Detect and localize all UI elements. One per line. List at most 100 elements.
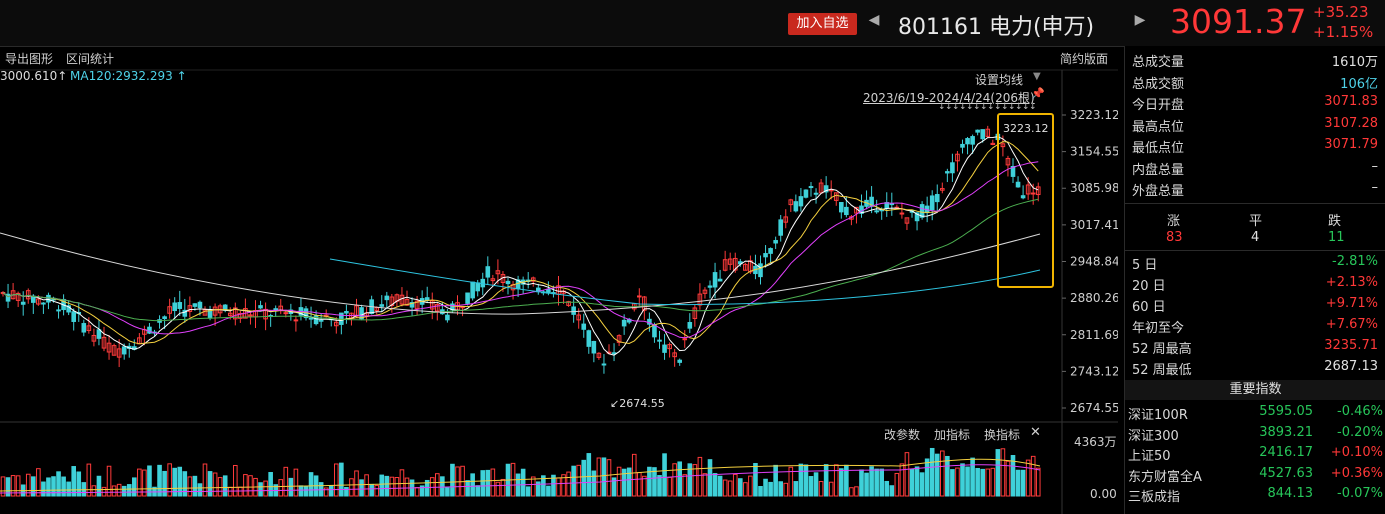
volume-bar [662,453,667,497]
last-price: 3091.37 [1170,2,1307,41]
set-ma-button[interactable]: 设置均线 [975,73,1024,87]
ma120-value: MA120:2932.293 ↑ [70,69,187,83]
candle-body [839,202,844,213]
volume-bar [485,469,491,497]
index-change: -0.20% [1337,424,1383,440]
next-stock-icon[interactable]: ▶ [1134,12,1146,28]
candle-body [495,270,501,275]
volume-bar [217,477,223,497]
candle-body [308,317,314,320]
simple-layout-button[interactable]: 简约版面 [1060,52,1109,66]
volume-bar [227,486,233,497]
volume-bar [950,469,955,497]
volume-bar [137,468,142,497]
index-value: 844.13 [1267,486,1314,501]
index-row[interactable]: 三板成指 844.13 -0.07% [1128,484,1383,505]
volume-bar [369,483,374,497]
volume-bar [601,457,607,497]
price-axis-label: 3085.98 [1070,181,1118,195]
volume-bar [207,471,213,497]
candle-body [20,301,26,305]
candle-body [677,359,683,363]
quote-label: 最低点位 [1132,141,1185,156]
volume-bar [435,473,440,497]
quote-row: 今日开盘 3071.83 [1132,92,1378,113]
candle-body [732,257,738,271]
close-icon[interactable]: ✕ [1030,425,1041,440]
candle-body [147,326,152,334]
volume-bar [960,463,965,497]
candle-body [990,142,996,146]
volume-bar [647,466,652,497]
candle-body [25,290,31,300]
volume-bar [929,447,935,497]
volume-bar [551,474,556,497]
volume-bar [1035,467,1041,497]
period-value: +7.67% [1325,317,1378,332]
volume-bar [677,461,683,497]
stock-code-name: 801161 电力(申万) [898,15,1095,40]
volume-bar [889,485,895,497]
volume-bar [1005,460,1011,497]
range-stats-button[interactable]: 区间统计 [66,52,115,66]
candle-body [783,216,789,223]
volume-bar [576,464,582,497]
candle-body [233,307,238,320]
highlight-box [997,113,1054,288]
add-indicator-button[interactable]: 加指标 [934,428,971,442]
candle-body [904,217,910,224]
index-name: 东方财富全A [1128,469,1202,485]
kline-chart-panel[interactable]: 导出图形 区间统计 简约版面 3000.610↑ MA120:2932.293 … [0,46,1118,514]
candle-body [566,301,571,306]
range-marker-icon: ↓ [973,102,981,112]
period-change-row: 60 日 +9.71% [1132,294,1378,315]
candle-body [207,309,213,319]
modify-params-button[interactable]: 改参数 [884,428,921,442]
volume-bar [197,483,203,497]
candle-body [414,300,420,310]
volume-bar [566,471,571,497]
candle-body [940,188,945,191]
volume-bar [591,470,597,497]
price-chart-svg: 3223.12 3154.55 3085.98 3017.41 2948.84 2880.… [0,69,1118,514]
price-axis-label: 2743.12 [1070,364,1118,378]
candle-body [384,295,390,301]
volume-bar [56,471,61,497]
range-marker-icon: ↓ [1015,102,1023,112]
volume-bar [263,480,268,497]
volume-bar [788,466,794,497]
candle-body [379,304,385,307]
candle-body [212,306,218,316]
prev-stock-icon[interactable]: ◀ [868,12,880,28]
candle-body [344,310,349,314]
candle-body [667,344,672,350]
set-ma-dropdown-icon[interactable]: ▼ [1033,71,1041,82]
volume-ma-line [0,464,1041,494]
volume-bar [606,459,612,497]
index-row[interactable]: 深证300 3893.21 -0.20% [1128,423,1383,444]
pin-icon[interactable]: 📌 [1031,87,1045,100]
index-row[interactable]: 上证50 2416.17 +0.10% [1128,443,1383,464]
volume-bar [111,485,117,497]
switch-indicator-button[interactable]: 换指标 [984,428,1021,442]
candle-body [409,302,415,308]
ma60-line [2,198,1039,322]
volume-bar [753,463,758,497]
volume-bar [167,463,172,497]
candle-body [187,305,193,312]
volume-bar [187,476,193,497]
candle-body [248,314,253,317]
index-row[interactable]: 东方财富全A 4527.63 +0.36% [1128,464,1383,485]
add-to-watchlist-button[interactable]: 加入自选 [788,13,857,35]
candle-body [283,312,289,315]
ma-left-value: 3000.610↑ [0,69,68,83]
quote-value: 1610万 [1331,55,1378,70]
candle-body [66,305,71,313]
candle-body [929,195,935,211]
index-row[interactable]: 深证100R 5595.05 -0.46% [1128,402,1383,423]
export-chart-button[interactable]: 导出图形 [5,52,54,66]
volume-bar [748,475,753,497]
date-range-label[interactable]: 2023/6/19-2024/4/24(206根) [863,91,1035,105]
candle-body [96,329,102,339]
volume-bar [91,485,97,497]
